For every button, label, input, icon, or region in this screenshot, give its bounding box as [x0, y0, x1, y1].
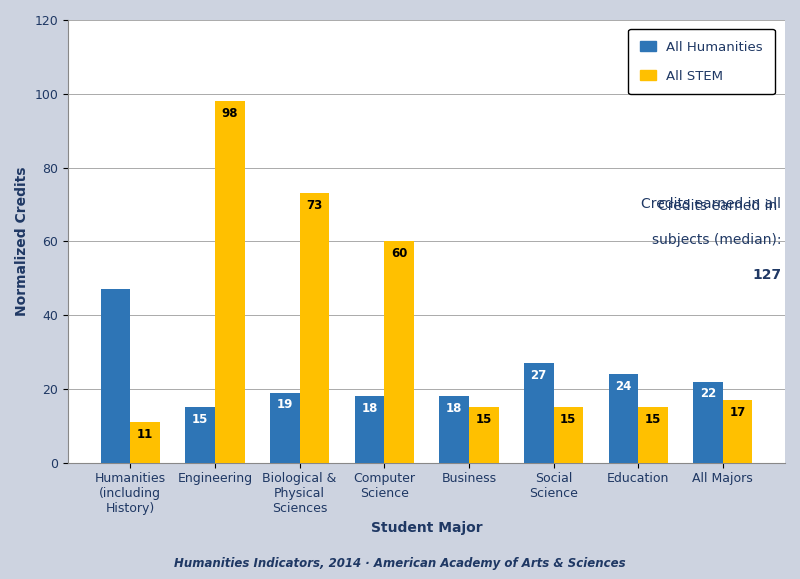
Text: 18: 18: [446, 402, 462, 415]
Bar: [101, 290, 130, 463]
Bar: [130, 422, 160, 463]
Bar: [469, 408, 498, 463]
Text: 17: 17: [730, 405, 746, 419]
Y-axis label: Normalized Credits: Normalized Credits: [15, 167, 29, 316]
Text: 73: 73: [306, 199, 322, 212]
Text: 11: 11: [137, 428, 154, 441]
Text: 15: 15: [560, 413, 577, 426]
Text: 15: 15: [192, 413, 208, 426]
Bar: [722, 400, 753, 463]
Text: 98: 98: [222, 107, 238, 120]
Bar: [384, 241, 414, 463]
Bar: [215, 101, 245, 463]
Text: Credits earned in: Credits earned in: [658, 199, 782, 213]
Bar: [439, 397, 469, 463]
Text: 15: 15: [645, 413, 661, 426]
Bar: [270, 393, 300, 463]
Text: Humanities Indicators, 2014 · American Academy of Arts & Sciences: Humanities Indicators, 2014 · American A…: [174, 558, 626, 570]
Text: 60: 60: [391, 247, 407, 260]
Text: Credits earned in all: Credits earned in all: [642, 197, 782, 211]
Bar: [554, 408, 583, 463]
Text: subjects (median):: subjects (median):: [652, 233, 782, 247]
Bar: [354, 397, 384, 463]
Legend: All Humanities, All STEM: All Humanities, All STEM: [628, 29, 775, 94]
X-axis label: Student Major: Student Major: [370, 521, 482, 535]
Bar: [186, 408, 215, 463]
Bar: [300, 193, 330, 463]
Text: 15: 15: [475, 413, 492, 426]
Bar: [693, 382, 722, 463]
Text: 22: 22: [700, 387, 716, 400]
Text: 127: 127: [752, 268, 782, 282]
Bar: [638, 408, 668, 463]
Text: 19: 19: [277, 398, 293, 411]
Bar: [609, 374, 638, 463]
Bar: [524, 363, 554, 463]
Text: 18: 18: [362, 402, 378, 415]
Text: 27: 27: [530, 369, 547, 382]
Text: 24: 24: [615, 380, 631, 393]
